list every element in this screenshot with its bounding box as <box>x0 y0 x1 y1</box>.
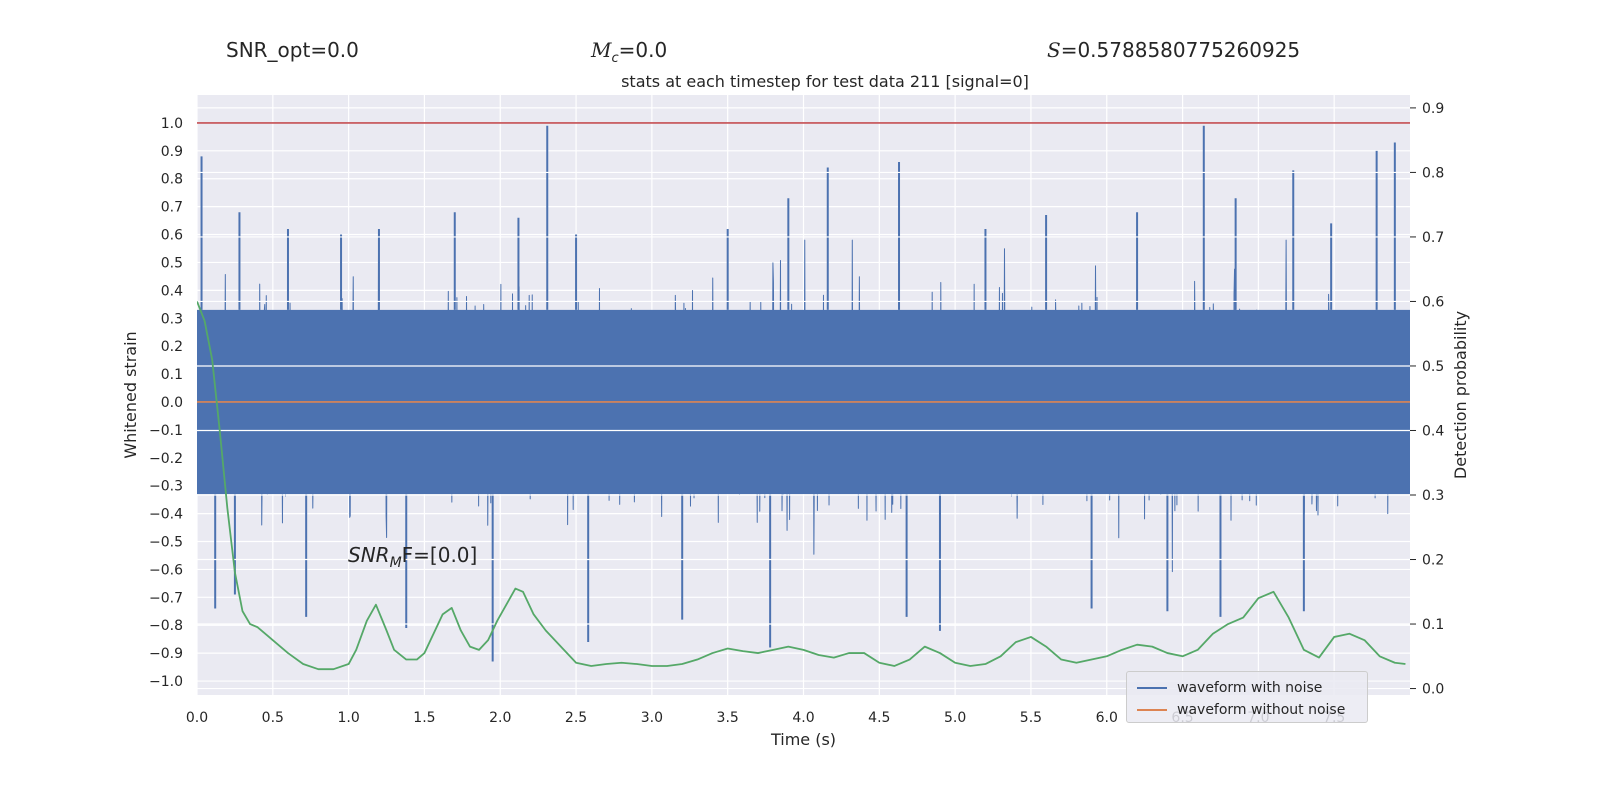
y-tick-label: −0.2 <box>149 451 183 467</box>
score-symbol: S <box>1047 38 1061 62</box>
y-tick-label: −0.4 <box>149 507 183 523</box>
x-axis-label: Time (s) <box>770 730 836 749</box>
legend-label-clean: waveform without noise <box>1177 702 1346 718</box>
y2-tick-label: 0.2 <box>1422 553 1444 569</box>
x-tick-label: 4.5 <box>868 710 890 726</box>
y-tick-label: −1.0 <box>149 674 183 690</box>
y-tick-label: 0.6 <box>161 228 183 244</box>
y-tick-label: 0.0 <box>161 395 183 411</box>
y-tick-label: −0.8 <box>149 618 183 634</box>
x-tick-label: 1.0 <box>337 710 359 726</box>
y2-tick-label: 0.7 <box>1422 230 1444 246</box>
y-tick-label: 0.7 <box>161 200 183 216</box>
y-tick-label: −0.1 <box>149 423 183 439</box>
legend-item-clean: waveform without noise <box>1137 702 1345 718</box>
y-tick-label: 0.1 <box>161 367 183 383</box>
chirp-mass-subscript: c <box>611 51 619 66</box>
y-tick-label: −0.6 <box>149 562 183 578</box>
legend: waveform with noise waveform without noi… <box>1126 671 1368 723</box>
chirp-mass-value: =0.0 <box>618 38 668 62</box>
y-tick-label: 0.3 <box>161 311 183 327</box>
y2-tick-label: 0.6 <box>1422 294 1444 310</box>
y2-tick-label: 0.8 <box>1422 165 1444 181</box>
chirp-mass-label: Mc=0.0 <box>591 38 667 66</box>
y-tick-label: 0.4 <box>161 283 183 299</box>
x-tick-label: 3.5 <box>717 710 739 726</box>
chart-title: stats at each timestep for test data 211… <box>621 72 1029 91</box>
x-tick-label: 2.5 <box>565 710 587 726</box>
y-tick-label: 0.2 <box>161 339 183 355</box>
y2-tick-label: 0.0 <box>1422 682 1444 698</box>
y2-tick-label: 0.4 <box>1422 423 1444 439</box>
x-tick-label: 1.5 <box>413 710 435 726</box>
y2-tick-label: 0.5 <box>1422 359 1444 375</box>
y2-axis-label: Detection probability <box>1451 311 1470 479</box>
x-tick-label: 0.5 <box>262 710 284 726</box>
y-tick-label: 0.8 <box>161 172 183 188</box>
y2-tick-label: 0.3 <box>1422 488 1444 504</box>
y-tick-label: 1.0 <box>161 116 183 132</box>
y-axis-label: Whitened strain <box>121 331 140 458</box>
score-value: =0.5788580775260925 <box>1060 38 1301 62</box>
x-tick-label: 6.0 <box>1096 710 1118 726</box>
detection-probability-line <box>197 301 1406 671</box>
snr-mf-annotation: SNRMF=[0.0] <box>348 543 477 571</box>
legend-swatch-clean <box>1137 709 1167 711</box>
y2-tick-label: 0.1 <box>1422 617 1444 633</box>
y-tick-label: −0.5 <box>149 535 183 551</box>
y-tick-label: 0.5 <box>161 255 183 271</box>
x-tick-label: 3.0 <box>641 710 663 726</box>
chirp-mass-symbol: M <box>591 38 612 62</box>
x-tick-label: 2.0 <box>489 710 511 726</box>
x-tick-label: 5.0 <box>944 710 966 726</box>
x-tick-label: 0.0 <box>186 710 208 726</box>
y-tick-label: −0.3 <box>149 479 183 495</box>
y-tick-label: −0.7 <box>149 590 183 606</box>
x-tick-label: 4.0 <box>792 710 814 726</box>
score-label: S=0.5788580775260925 <box>1047 38 1300 62</box>
x-tick-label: 5.5 <box>1020 710 1042 726</box>
plot-layer <box>197 107 1410 690</box>
legend-item-noisy: waveform with noise <box>1137 680 1322 696</box>
legend-swatch-noisy <box>1137 687 1167 689</box>
legend-label-noisy: waveform with noise <box>1177 680 1323 696</box>
y-tick-label: 0.9 <box>161 144 183 160</box>
y2-tick-label: 0.9 <box>1422 101 1444 117</box>
snr-opt-label: SNR_opt=0.0 <box>226 38 359 62</box>
y-tick-label: −0.9 <box>149 646 183 662</box>
